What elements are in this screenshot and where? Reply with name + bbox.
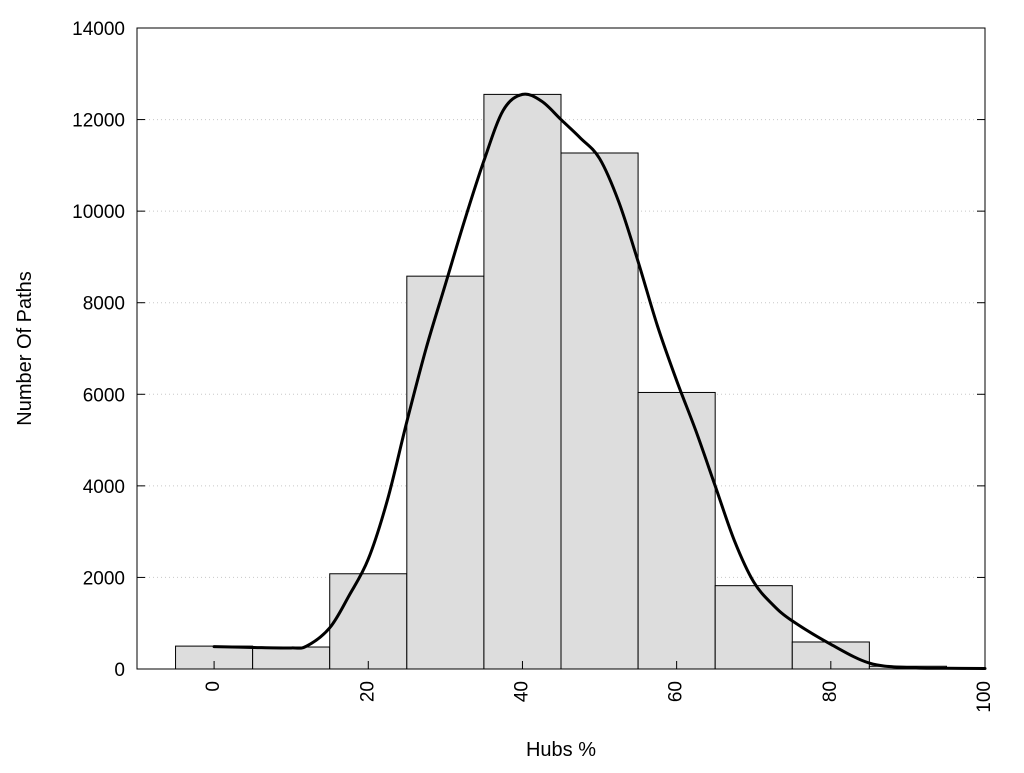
x-axis: 0 20 40 60 80 100 (203, 661, 995, 713)
y-tick-label-6000: 6000 (83, 385, 125, 406)
y-axis: 0 2000 4000 6000 8000 10000 12000 14000 (72, 19, 985, 681)
bar-10 (252, 646, 331, 670)
y-tick-label-2000: 2000 (83, 568, 125, 589)
x-tick-label-40: 40 (511, 681, 532, 702)
y-axis-title: Number Of Paths (14, 271, 36, 426)
x-tick-label-80: 80 (820, 681, 841, 702)
bar-20 (329, 573, 408, 670)
x-tick-label-0: 0 (203, 681, 224, 692)
y-tick-label-8000: 8000 (83, 294, 125, 315)
bar-70 (714, 585, 793, 670)
x-tick-label-60: 60 (666, 681, 687, 702)
bar-60 (637, 391, 716, 670)
bar-50 (560, 152, 639, 670)
curve-layer (212, 92, 987, 671)
bars (175, 93, 947, 670)
y-tick-label-0: 0 (114, 660, 125, 681)
y-tick-label-12000: 12000 (72, 111, 125, 132)
y-tick-label-14000: 14000 (72, 19, 125, 40)
x-tick-label-20: 20 (357, 681, 378, 702)
x-axis-title: Hubs % (526, 739, 596, 761)
plot-frame (136, 27, 986, 670)
y-tick-label-10000: 10000 (72, 202, 125, 223)
bar-40 (483, 93, 562, 670)
y-tick-label-4000: 4000 (83, 477, 125, 498)
x-tick-label-100: 100 (974, 681, 995, 713)
bar-30 (406, 275, 485, 670)
density-curve (212, 92, 987, 671)
